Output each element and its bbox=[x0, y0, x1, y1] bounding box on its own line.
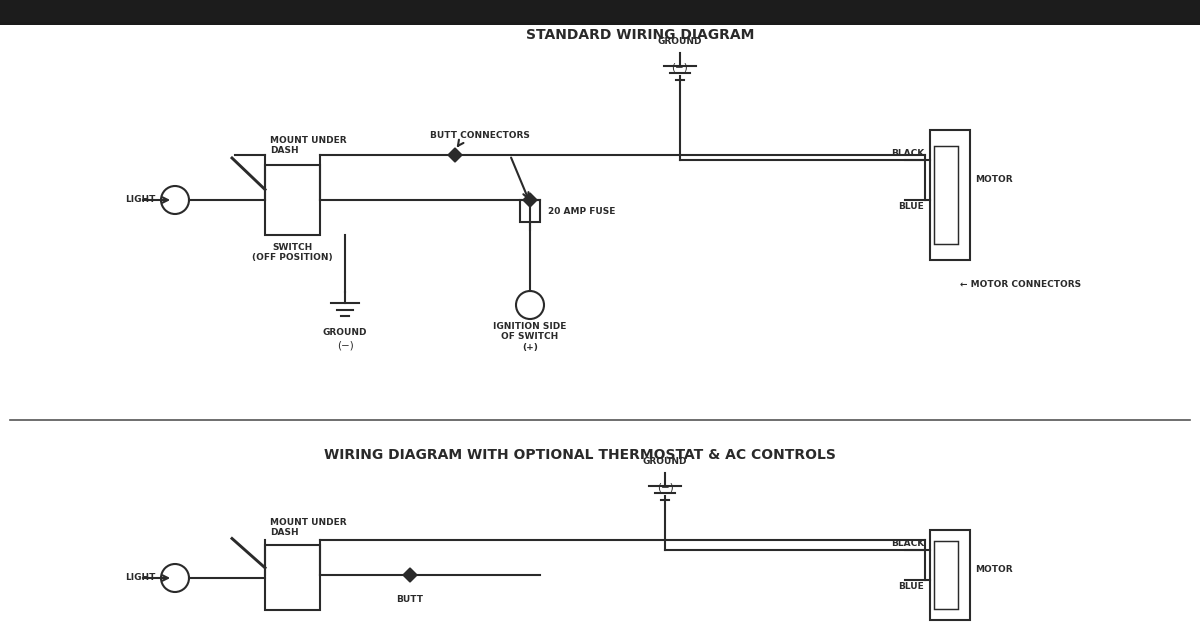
Bar bbox=[934, 541, 958, 609]
Text: SWITCH
(OFF POSITION): SWITCH (OFF POSITION) bbox=[252, 243, 332, 263]
Bar bbox=[930, 130, 970, 260]
Text: GROUND: GROUND bbox=[643, 457, 688, 466]
Text: ← MOTOR CONNECTORS: ← MOTOR CONNECTORS bbox=[960, 280, 1081, 289]
Text: WIRING DIAGRAM WITH OPTIONAL THERMOSTAT & AC CONTROLS: WIRING DIAGRAM WITH OPTIONAL THERMOSTAT … bbox=[324, 448, 836, 462]
Polygon shape bbox=[523, 193, 538, 207]
Text: MOTOR: MOTOR bbox=[974, 566, 1013, 575]
Text: MOTOR: MOTOR bbox=[974, 176, 1013, 185]
Bar bbox=[0, 0, 1200, 25]
Text: LIGHT: LIGHT bbox=[125, 195, 155, 205]
Bar bbox=[934, 146, 958, 244]
Text: 20 AMP FUSE: 20 AMP FUSE bbox=[548, 207, 616, 215]
Text: BUTT: BUTT bbox=[396, 595, 424, 604]
Text: (−): (−) bbox=[672, 62, 689, 72]
Polygon shape bbox=[403, 568, 418, 582]
Text: BLACK: BLACK bbox=[890, 149, 924, 158]
Text: STANDARD WIRING DIAGRAM: STANDARD WIRING DIAGRAM bbox=[526, 28, 754, 42]
Text: GROUND: GROUND bbox=[323, 328, 367, 337]
Polygon shape bbox=[448, 148, 462, 162]
Text: BLACK: BLACK bbox=[890, 539, 924, 548]
Text: BUTT CONNECTORS: BUTT CONNECTORS bbox=[430, 131, 530, 140]
Text: GROUND: GROUND bbox=[658, 37, 702, 46]
Bar bbox=[520, 200, 540, 222]
Bar bbox=[265, 165, 320, 235]
Text: BLUE: BLUE bbox=[899, 582, 924, 591]
Text: (−): (−) bbox=[337, 340, 353, 350]
Text: LIGHT: LIGHT bbox=[125, 573, 155, 583]
Bar bbox=[930, 530, 970, 620]
Text: IGNITION SIDE
OF SWITCH
(+): IGNITION SIDE OF SWITCH (+) bbox=[493, 322, 566, 352]
Bar bbox=[0, 0, 1200, 22]
Bar bbox=[265, 545, 320, 610]
Text: MOUNT UNDER
DASH: MOUNT UNDER DASH bbox=[270, 135, 347, 155]
Text: (−): (−) bbox=[656, 482, 673, 492]
Text: BLUE: BLUE bbox=[899, 202, 924, 211]
Text: MOUNT UNDER
DASH: MOUNT UNDER DASH bbox=[270, 518, 347, 537]
